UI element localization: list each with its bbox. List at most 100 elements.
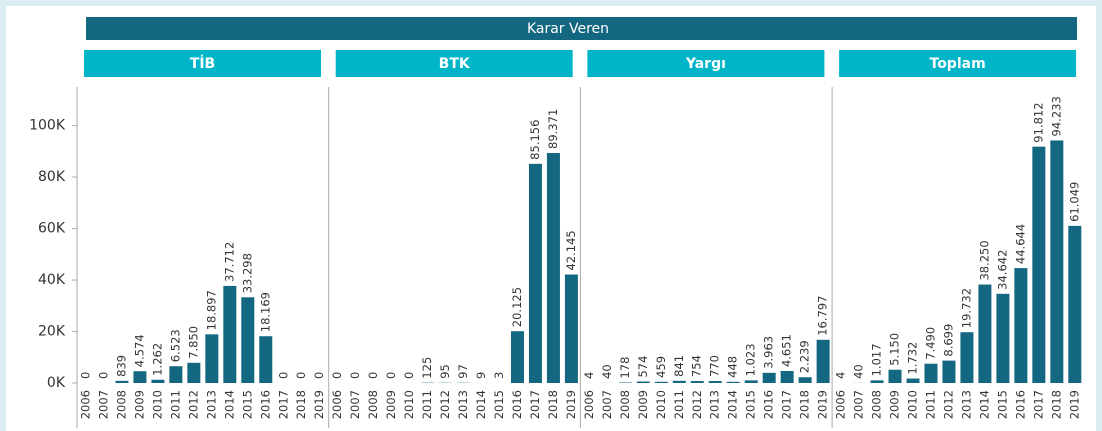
x-tick-label: 2013 (959, 390, 973, 419)
bar (187, 362, 201, 383)
x-tick-label: 2010 (402, 390, 416, 419)
bar (690, 381, 704, 383)
x-tick-label: 2009 (132, 390, 146, 419)
panel-title: Toplam (930, 56, 986, 72)
value-label: 5.150 (888, 333, 902, 366)
value-label: 91.812 (1031, 102, 1045, 142)
value-label: 7.490 (923, 327, 937, 360)
value-label: 34.642 (995, 250, 1009, 290)
bar (870, 380, 884, 383)
bar (259, 336, 273, 383)
x-tick-label: 2015 (240, 390, 254, 419)
bar (1068, 225, 1082, 383)
value-label: 0 (348, 372, 362, 379)
bar (906, 378, 920, 383)
bar (798, 377, 812, 383)
x-tick-label: 2011 (923, 390, 937, 419)
x-tick-label: 2014 (977, 390, 991, 419)
panel-title: TİB (190, 55, 215, 72)
x-tick-label: 2019 (564, 390, 578, 419)
x-tick-label: 2012 (690, 390, 704, 419)
value-label: 841 (672, 355, 686, 377)
value-label: 18.897 (204, 290, 218, 330)
x-tick-label: 2011 (672, 390, 686, 419)
value-label: 1.017 (870, 343, 884, 376)
value-label: 18.169 (258, 292, 272, 332)
y-tick-label: 80K (38, 169, 66, 185)
x-tick-label: 2009 (636, 390, 650, 419)
x-tick-label: 2012 (941, 390, 955, 419)
x-tick-label: 2018 (798, 390, 812, 419)
value-label: 459 (654, 356, 668, 378)
value-label: 37.712 (222, 242, 236, 282)
x-tick-label: 2016 (1013, 390, 1027, 419)
x-tick-label: 2017 (780, 390, 794, 419)
bar (654, 381, 668, 383)
value-label: 85.156 (528, 120, 542, 160)
bar (151, 379, 165, 383)
bar (816, 339, 830, 383)
value-label: 3.963 (762, 336, 776, 369)
x-tick-label: 2017 (276, 390, 290, 419)
value-label: 95 (438, 364, 452, 379)
x-tick-label: 2006 (330, 390, 344, 419)
value-label: 1.732 (906, 342, 920, 375)
bar (942, 360, 956, 383)
bar (1032, 146, 1046, 383)
x-tick-label: 2019 (1067, 390, 1081, 419)
header-title: Karar Veren (527, 21, 609, 37)
value-label: 40 (852, 364, 866, 379)
y-tick-label: 100K (29, 118, 66, 134)
x-tick-label: 2007 (852, 390, 866, 419)
bar (762, 372, 776, 383)
value-label: 0 (312, 372, 326, 379)
bar (744, 380, 758, 383)
value-label: 1.262 (150, 343, 164, 376)
x-tick-label: 2017 (528, 390, 542, 419)
value-label: 20.125 (510, 287, 524, 327)
header-bar (86, 17, 1077, 40)
x-tick-label: 2018 (294, 390, 308, 419)
x-tick-label: 2019 (312, 390, 326, 419)
x-tick-label: 2007 (600, 390, 614, 419)
x-tick-label: 2009 (888, 390, 902, 419)
x-tick-label: 2008 (870, 390, 884, 419)
bar (636, 381, 650, 383)
x-tick-label: 2016 (762, 390, 776, 419)
y-tick-label: 20K (38, 324, 66, 340)
x-tick-label: 2008 (114, 390, 128, 419)
x-tick-label: 2018 (546, 390, 560, 419)
value-label: 4 (834, 372, 848, 379)
value-label: 40 (600, 364, 614, 379)
value-label: 178 (618, 357, 632, 379)
value-label: 3 (492, 372, 506, 379)
x-tick-label: 2012 (438, 390, 452, 419)
panel-title-bar (335, 50, 573, 77)
value-label: 0 (294, 372, 308, 379)
x-tick-label: 2019 (816, 390, 830, 419)
value-label: 0 (366, 372, 380, 379)
x-tick-label: 2013 (204, 390, 218, 419)
bar (546, 152, 560, 383)
bar (115, 380, 129, 383)
bar (241, 297, 255, 383)
bar (672, 380, 686, 383)
x-tick-label: 2011 (420, 390, 434, 419)
x-tick-label: 2017 (1031, 390, 1045, 419)
x-tick-label: 2014 (474, 390, 488, 419)
value-label: 16.797 (816, 296, 830, 336)
panel-title: Yargı (685, 56, 726, 72)
x-tick-label: 2011 (168, 390, 182, 419)
x-tick-label: 2008 (618, 390, 632, 419)
x-tick-label: 2014 (222, 390, 236, 419)
bar (223, 285, 237, 383)
x-tick-label: 2018 (1049, 390, 1063, 419)
value-label: 4.651 (780, 334, 794, 367)
bar (133, 371, 147, 383)
x-tick-label: 2006 (78, 390, 92, 419)
value-label: 89.371 (546, 109, 560, 149)
panel-title-bar (84, 50, 321, 77)
value-label: 754 (690, 355, 704, 377)
value-label: 125 (420, 357, 434, 379)
